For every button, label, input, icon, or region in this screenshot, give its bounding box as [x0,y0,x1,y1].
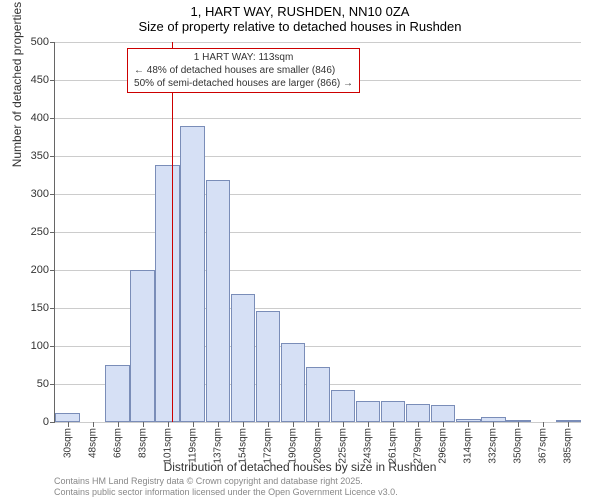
xtick-mark [143,422,144,427]
xtick-mark [518,422,519,427]
bar [231,294,256,422]
chart-area: 050100150200250300350400450500 30sqm48sq… [54,42,581,423]
marker-line [172,42,173,422]
xtick-mark [493,422,494,427]
xtick-mark [93,422,94,427]
xtick-label: 385sqm [563,428,574,464]
ytick-label: 150 [31,302,49,314]
xtick-mark [318,422,319,427]
xtick-label: 367sqm [538,428,549,464]
xtick-label: 350sqm [513,428,524,464]
bar [55,413,80,422]
ytick-label: 200 [31,264,49,276]
ytick-label: 100 [31,340,49,352]
xtick-label: 83sqm [137,428,148,458]
ytick-label: 400 [31,112,49,124]
annotation-line-2: 50% of semi-detached houses are larger (… [134,77,353,90]
bar [155,165,180,422]
bar [180,126,205,422]
xtick-label: 48sqm [87,428,98,458]
ytick-mark [50,422,55,423]
xtick-label: 208sqm [313,428,324,464]
bar [256,311,281,422]
xtick-label: 154sqm [237,428,248,464]
xtick-mark [243,422,244,427]
x-axis-label: Distribution of detached houses by size … [164,460,437,474]
xtick-mark [368,422,369,427]
bar [281,343,306,422]
ytick-label: 0 [43,416,49,428]
xtick-mark [568,422,569,427]
footer: Contains HM Land Registry data © Crown c… [54,476,398,498]
annotation-line-1: ← 48% of detached houses are smaller (84… [134,64,353,77]
xtick-mark [68,422,69,427]
footer-line-1: Contains HM Land Registry data © Crown c… [54,476,398,487]
xtick-mark [443,422,444,427]
ytick-label: 500 [31,36,49,48]
bar [356,401,381,422]
bar [130,270,155,422]
xtick-label: 30sqm [62,428,73,458]
y-axis-label: Number of detached properties [10,2,24,167]
bar [306,367,331,422]
xtick-mark [343,422,344,427]
xtick-mark [168,422,169,427]
xtick-mark [393,422,394,427]
footer-line-2: Contains public sector information licen… [54,487,398,498]
xtick-label: 279sqm [413,428,424,464]
xtick-label: 101sqm [162,428,173,464]
ytick-label: 350 [31,150,49,162]
xtick-label: 66sqm [112,428,123,458]
xtick-mark [418,422,419,427]
title-line-1: 1, HART WAY, RUSHDEN, NN10 0ZA [0,0,600,19]
xtick-label: 172sqm [262,428,273,464]
bar [381,401,406,422]
xtick-label: 137sqm [212,428,223,464]
bar [331,390,356,422]
ytick-label: 50 [37,378,49,390]
xtick-label: 243sqm [363,428,374,464]
xtick-mark [193,422,194,427]
xtick-label: 332sqm [488,428,499,464]
bars [55,42,581,422]
title-line-2: Size of property relative to detached ho… [0,19,600,36]
bar [206,180,231,422]
bar [105,365,130,422]
xtick-label: 296sqm [438,428,449,464]
annotation-title: 1 HART WAY: 113sqm [134,51,353,64]
xtick-mark [218,422,219,427]
bar [431,405,456,422]
xtick-mark [543,422,544,427]
xtick-mark [468,422,469,427]
annotation-box: 1 HART WAY: 113sqm ← 48% of detached hou… [127,48,360,93]
ytick-label: 250 [31,226,49,238]
xtick-mark [118,422,119,427]
xtick-label: 190sqm [287,428,298,464]
ytick-label: 300 [31,188,49,200]
xtick-label: 225sqm [338,428,349,464]
xtick-label: 261sqm [388,428,399,464]
xtick-label: 119sqm [187,428,198,463]
xtick-mark [268,422,269,427]
xtick-mark [293,422,294,427]
xtick-label: 314sqm [463,428,474,464]
ytick-label: 450 [31,74,49,86]
bar [406,404,431,422]
